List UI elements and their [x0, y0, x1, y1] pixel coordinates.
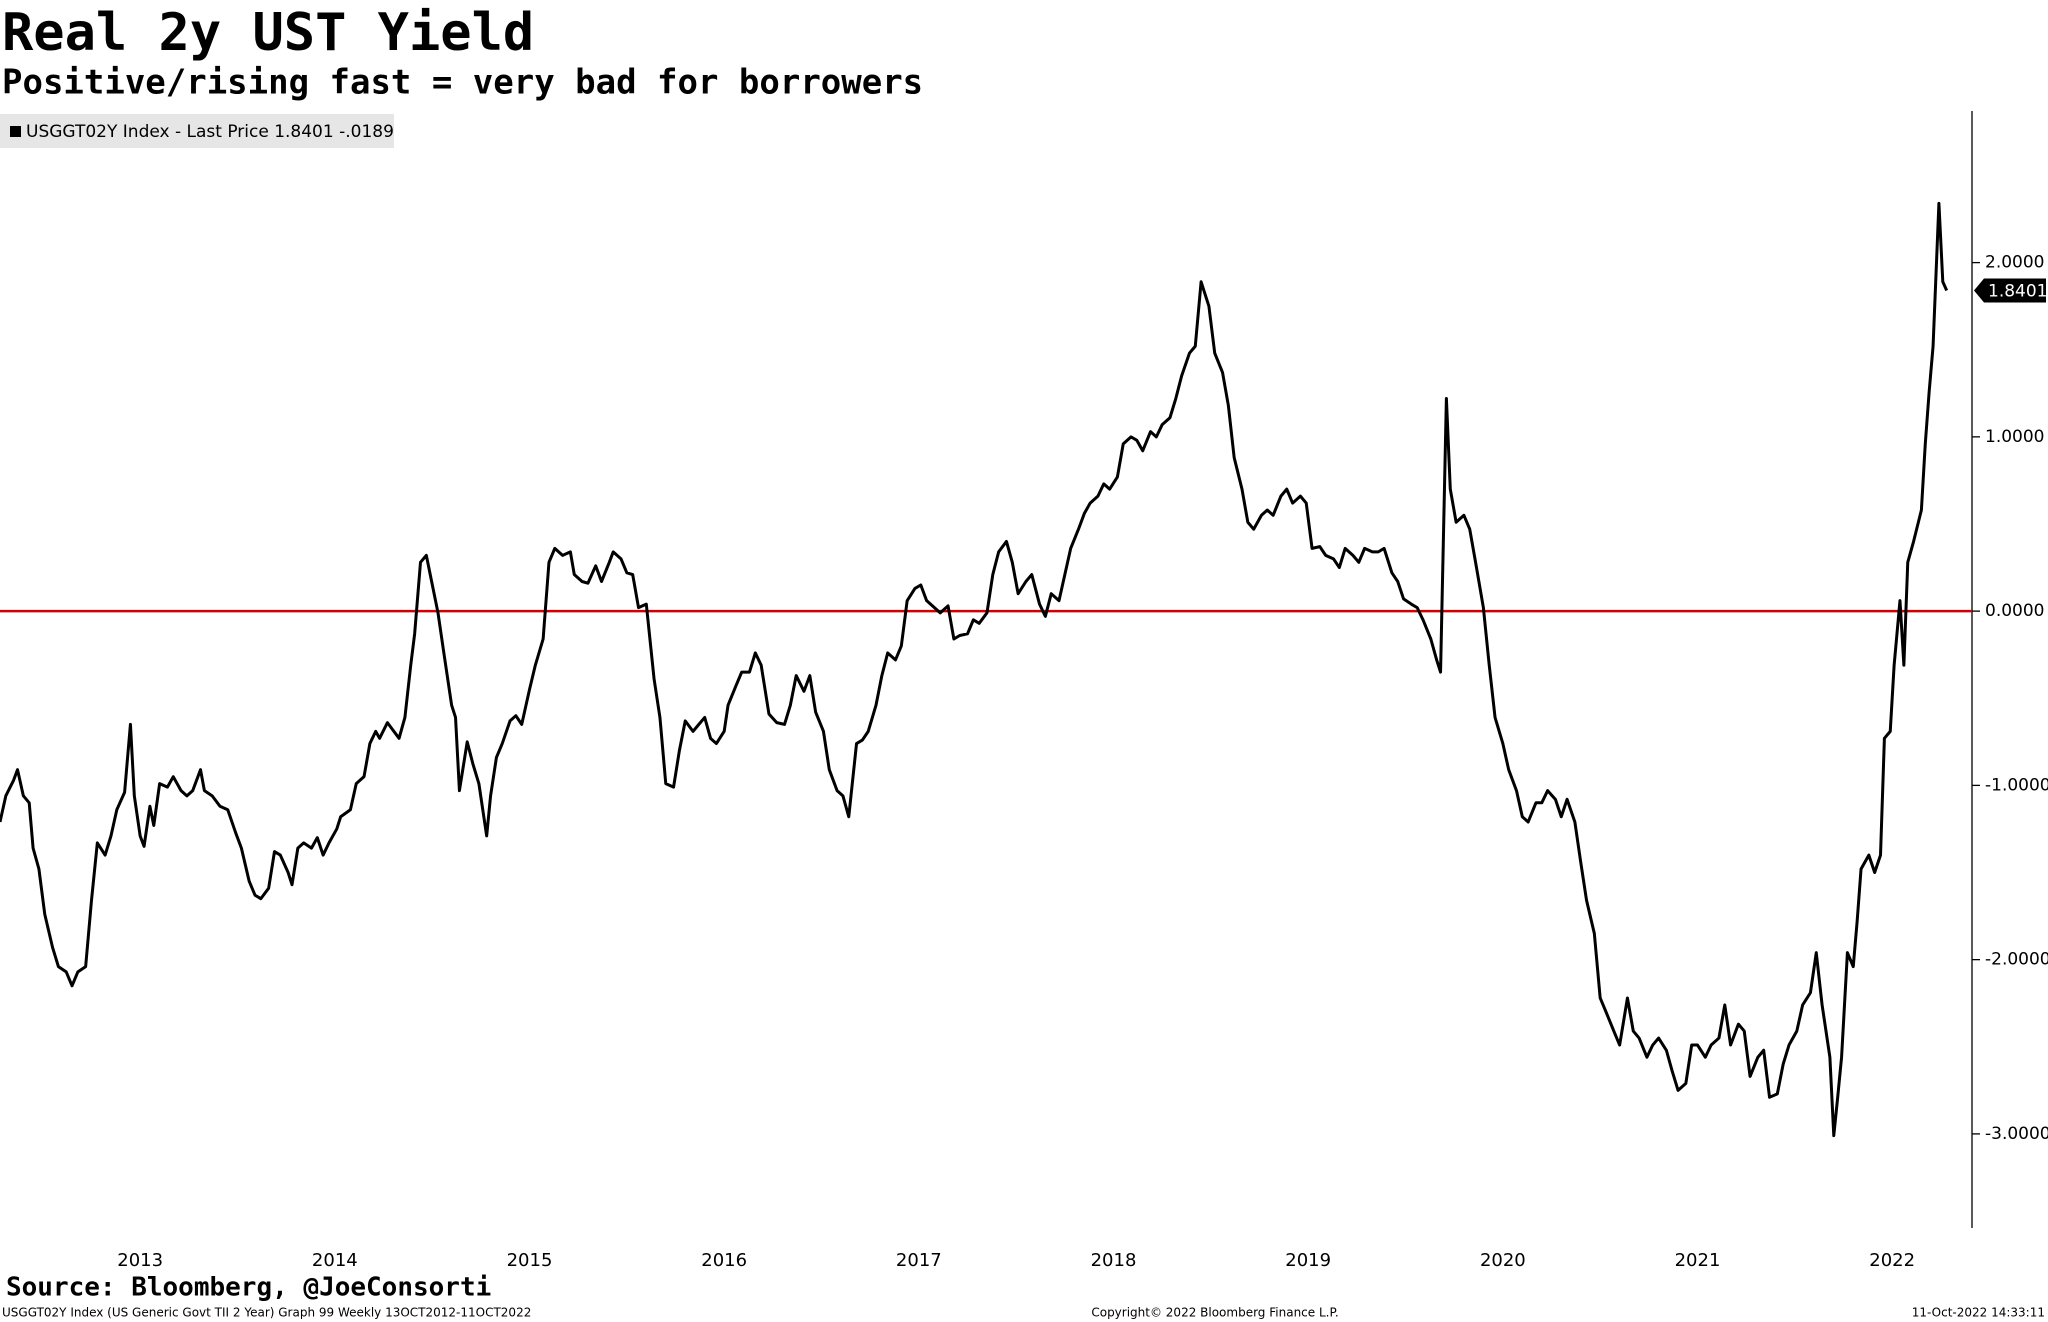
- x-tick-label: 2018: [1091, 1250, 1137, 1271]
- legend-label: USGGT02Y Index - Last Price 1.8401 -.018…: [26, 122, 394, 142]
- footer-left: USGGT02Y Index (US Generic Govt TII 2 Ye…: [2, 1306, 531, 1320]
- x-tick-label: 2022: [1869, 1250, 1915, 1271]
- x-tick-label: 2020: [1480, 1250, 1526, 1271]
- legend-box: [0, 114, 394, 148]
- y-tick-label: 1.0000: [1985, 427, 2044, 447]
- last-price-tag: 1.8401: [1974, 278, 2047, 303]
- x-tick-label: 2019: [1285, 1250, 1331, 1271]
- y-tick-label: -1.0000: [1985, 775, 2048, 795]
- footer-right: 11-Oct-2022 14:33:11: [1912, 1306, 2045, 1320]
- x-tick-label: 2014: [312, 1250, 358, 1271]
- x-tick-label: 2021: [1675, 1250, 1721, 1271]
- legend-swatch: [10, 126, 21, 137]
- x-tick-label: 2017: [896, 1250, 942, 1271]
- y-tick-label: 0.0000: [1985, 601, 2044, 621]
- x-tick-label: 2016: [701, 1250, 747, 1271]
- y-tick-label: 2.0000: [1985, 253, 2044, 273]
- last-price-box: [1974, 278, 2046, 303]
- chart-title: Real 2y UST Yield: [2, 3, 534, 63]
- source: Source: Bloomberg, @JoeConsorti: [6, 1273, 491, 1303]
- y-tick-label: -3.0000: [1985, 1124, 2048, 1144]
- y-tick-label: -2.0000: [1985, 950, 2048, 970]
- x-tick-label: 2013: [117, 1250, 163, 1271]
- series-line: [0, 201, 1949, 1138]
- last-price-label: 1.8401: [1988, 281, 2047, 301]
- footer-center: Copyright© 2022 Bloomberg Finance L.P.: [1091, 1306, 1338, 1320]
- chart-subtitle: Positive/rising fast = very bad for borr…: [2, 63, 923, 103]
- x-tick-label: 2015: [507, 1250, 553, 1271]
- legend: USGGT02Y Index - Last Price 1.8401 -.018…: [0, 114, 394, 148]
